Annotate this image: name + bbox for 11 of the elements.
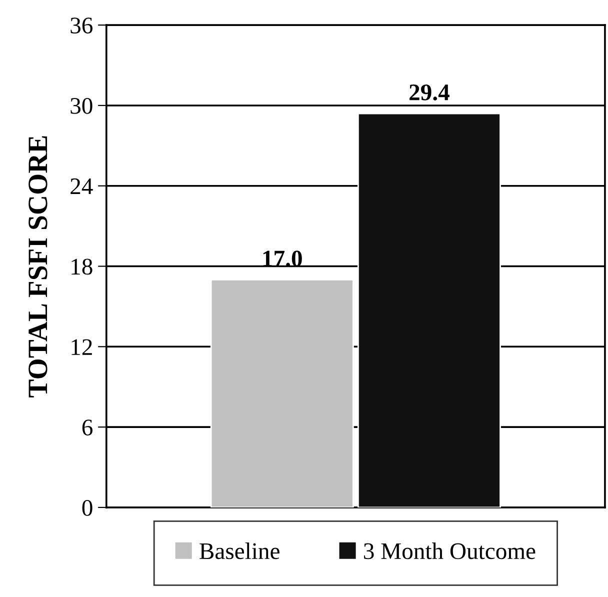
data-label: 29.4 <box>410 84 450 100</box>
y-tick-label: 18 <box>72 258 92 275</box>
y-tick-label: 6 <box>82 420 92 436</box>
y-tick-label: 36 <box>70 18 92 34</box>
legend-label: 3 Month Outcome <box>364 542 536 560</box>
y-tick-label: 0 <box>82 500 92 516</box>
y-axis-title: TOTAL FSFI SCORE <box>28 136 48 398</box>
y-tick-label: 12 <box>72 339 92 355</box>
y-tick-label: 24 <box>70 178 93 194</box>
y-tick-label: 30 <box>70 98 92 114</box>
legend-label: Baseline <box>200 542 280 560</box>
